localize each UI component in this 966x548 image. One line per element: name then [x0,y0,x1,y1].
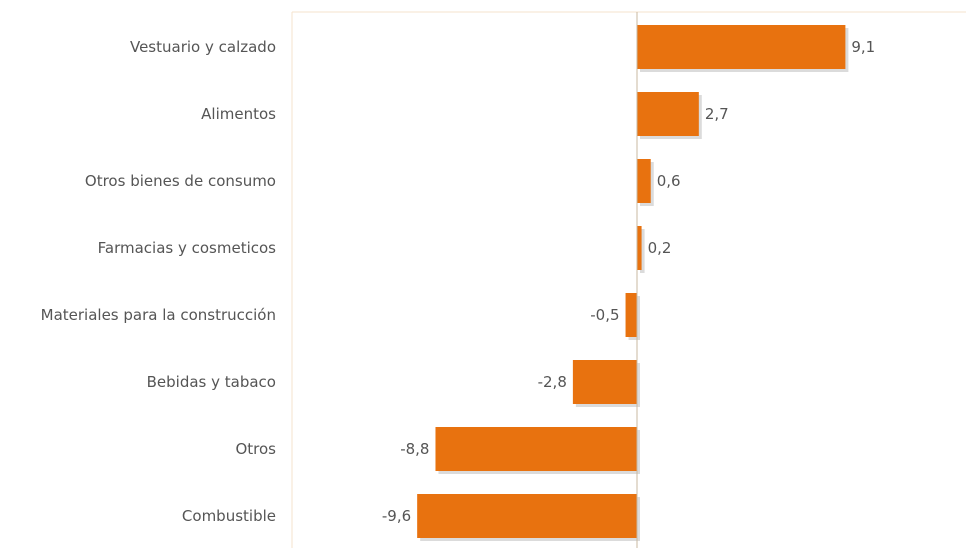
category-label: Bebidas y tabaco [147,373,276,391]
value-label: -8,8 [400,440,429,458]
value-label: -9,6 [382,507,411,525]
plot-frame [291,11,966,548]
value-label: 0,2 [648,239,672,257]
category-label: Otros bienes de consumo [85,172,276,190]
category-label: Combustible [182,507,276,525]
bar [637,159,651,203]
category-label: Farmacias y cosmeticos [98,239,277,257]
category-label: Otros [235,440,276,458]
value-label: -0,5 [590,306,619,324]
bar-shadow [640,229,645,273]
bar [637,25,846,69]
bar [637,92,699,136]
value-labels: 9,1 2,7 0,6 0,2 -0,5 -2,8 -8,8 -9,6 [382,38,875,525]
value-label: 9,1 [851,38,875,56]
bar [572,360,637,404]
value-label: 0,6 [657,172,681,190]
value-label: 2,7 [705,105,729,123]
bar [435,427,637,471]
category-label: Vestuario y calzado [130,38,276,56]
bar [417,494,637,538]
category-label: Materiales para la construcción [41,306,276,324]
category-labels: Vestuario y calzado Alimentos Otros bienes… [41,38,277,525]
bar [625,293,637,337]
value-label: -2,8 [538,373,567,391]
bar [637,226,642,270]
bars [417,25,849,541]
category-label: Alimentos [201,105,276,123]
